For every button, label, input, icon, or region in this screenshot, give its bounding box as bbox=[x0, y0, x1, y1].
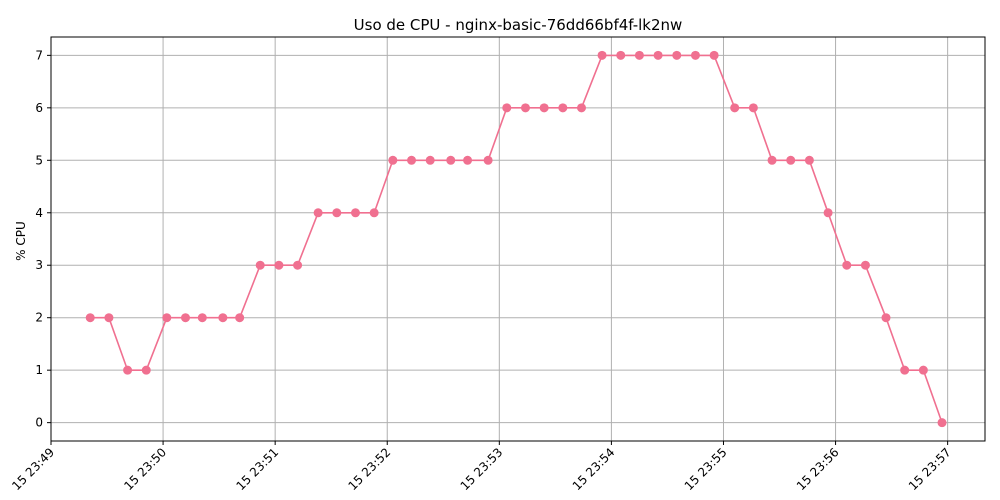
data-point bbox=[918, 365, 928, 375]
data-point bbox=[463, 155, 473, 165]
data-point bbox=[900, 365, 910, 375]
data-point bbox=[255, 260, 265, 270]
data-point bbox=[597, 50, 607, 60]
x-tick-label: 15 23:54 bbox=[570, 445, 618, 493]
series-points bbox=[85, 50, 947, 428]
data-point bbox=[881, 313, 891, 323]
series-line bbox=[90, 54, 943, 423]
y-axis-label: % CPU bbox=[14, 221, 28, 261]
y-tick-label: 7 bbox=[35, 48, 43, 62]
data-point bbox=[446, 155, 456, 165]
data-point bbox=[407, 155, 417, 165]
y-tick-label: 5 bbox=[35, 153, 43, 167]
data-point bbox=[860, 260, 870, 270]
data-point bbox=[218, 313, 228, 323]
data-point bbox=[85, 313, 95, 323]
data-point bbox=[937, 418, 947, 428]
data-point bbox=[274, 260, 284, 270]
data-point bbox=[690, 50, 700, 60]
y-tick-label: 0 bbox=[35, 416, 43, 430]
data-point bbox=[842, 260, 852, 270]
x-tick-label: 15 23:52 bbox=[346, 445, 394, 493]
data-point bbox=[141, 365, 151, 375]
data-point bbox=[162, 313, 172, 323]
y-tick-label: 2 bbox=[35, 311, 43, 325]
chart-title: Uso de CPU - nginx-basic-76dd66bf4f-lk2n… bbox=[354, 16, 683, 34]
x-tick-label: 15 23:49 bbox=[9, 445, 57, 493]
data-point bbox=[483, 155, 493, 165]
data-point bbox=[804, 155, 814, 165]
data-point bbox=[502, 103, 512, 113]
y-tick-label: 6 bbox=[35, 101, 43, 115]
y-tick-label: 3 bbox=[35, 258, 43, 272]
data-point bbox=[235, 313, 245, 323]
data-point bbox=[293, 260, 303, 270]
grid-lines bbox=[50, 37, 985, 441]
cpu-series-line bbox=[90, 54, 943, 423]
data-point bbox=[197, 313, 207, 323]
data-point bbox=[180, 313, 190, 323]
data-point bbox=[520, 103, 530, 113]
x-tick-label: 15 23:55 bbox=[682, 445, 730, 493]
x-axis-ticks: 15 23:49 15 23:50 15 23:51 15 23:52 15 23:53… bbox=[9, 441, 954, 493]
plot-area-frame bbox=[50, 36, 986, 442]
data-point bbox=[313, 208, 323, 218]
y-axis-ticks: 0 1 2 3 4 5 6 7 bbox=[35, 48, 51, 430]
x-tick-label: 15 23:50 bbox=[121, 445, 169, 493]
data-point bbox=[558, 103, 568, 113]
x-tick-label: 15 23:51 bbox=[233, 445, 281, 493]
data-point bbox=[539, 103, 549, 113]
data-point bbox=[388, 155, 398, 165]
data-point bbox=[730, 103, 740, 113]
x-tick-label: 15 23:57 bbox=[906, 445, 954, 493]
data-point bbox=[653, 50, 663, 60]
data-point bbox=[350, 208, 360, 218]
data-point bbox=[767, 155, 777, 165]
data-point bbox=[332, 208, 342, 218]
data-point bbox=[369, 208, 379, 218]
x-tick-label: 15 23:56 bbox=[794, 445, 842, 493]
data-point bbox=[123, 365, 133, 375]
data-point bbox=[672, 50, 682, 60]
data-point bbox=[425, 155, 435, 165]
data-point bbox=[577, 103, 587, 113]
x-tick-label: 15 23:53 bbox=[458, 445, 506, 493]
data-point bbox=[786, 155, 796, 165]
data-point bbox=[104, 313, 114, 323]
y-tick-label: 1 bbox=[35, 363, 43, 377]
data-point bbox=[616, 50, 626, 60]
y-tick-label: 4 bbox=[35, 206, 43, 220]
data-point bbox=[709, 50, 719, 60]
data-point bbox=[634, 50, 644, 60]
data-point bbox=[748, 103, 758, 113]
data-point bbox=[823, 208, 833, 218]
